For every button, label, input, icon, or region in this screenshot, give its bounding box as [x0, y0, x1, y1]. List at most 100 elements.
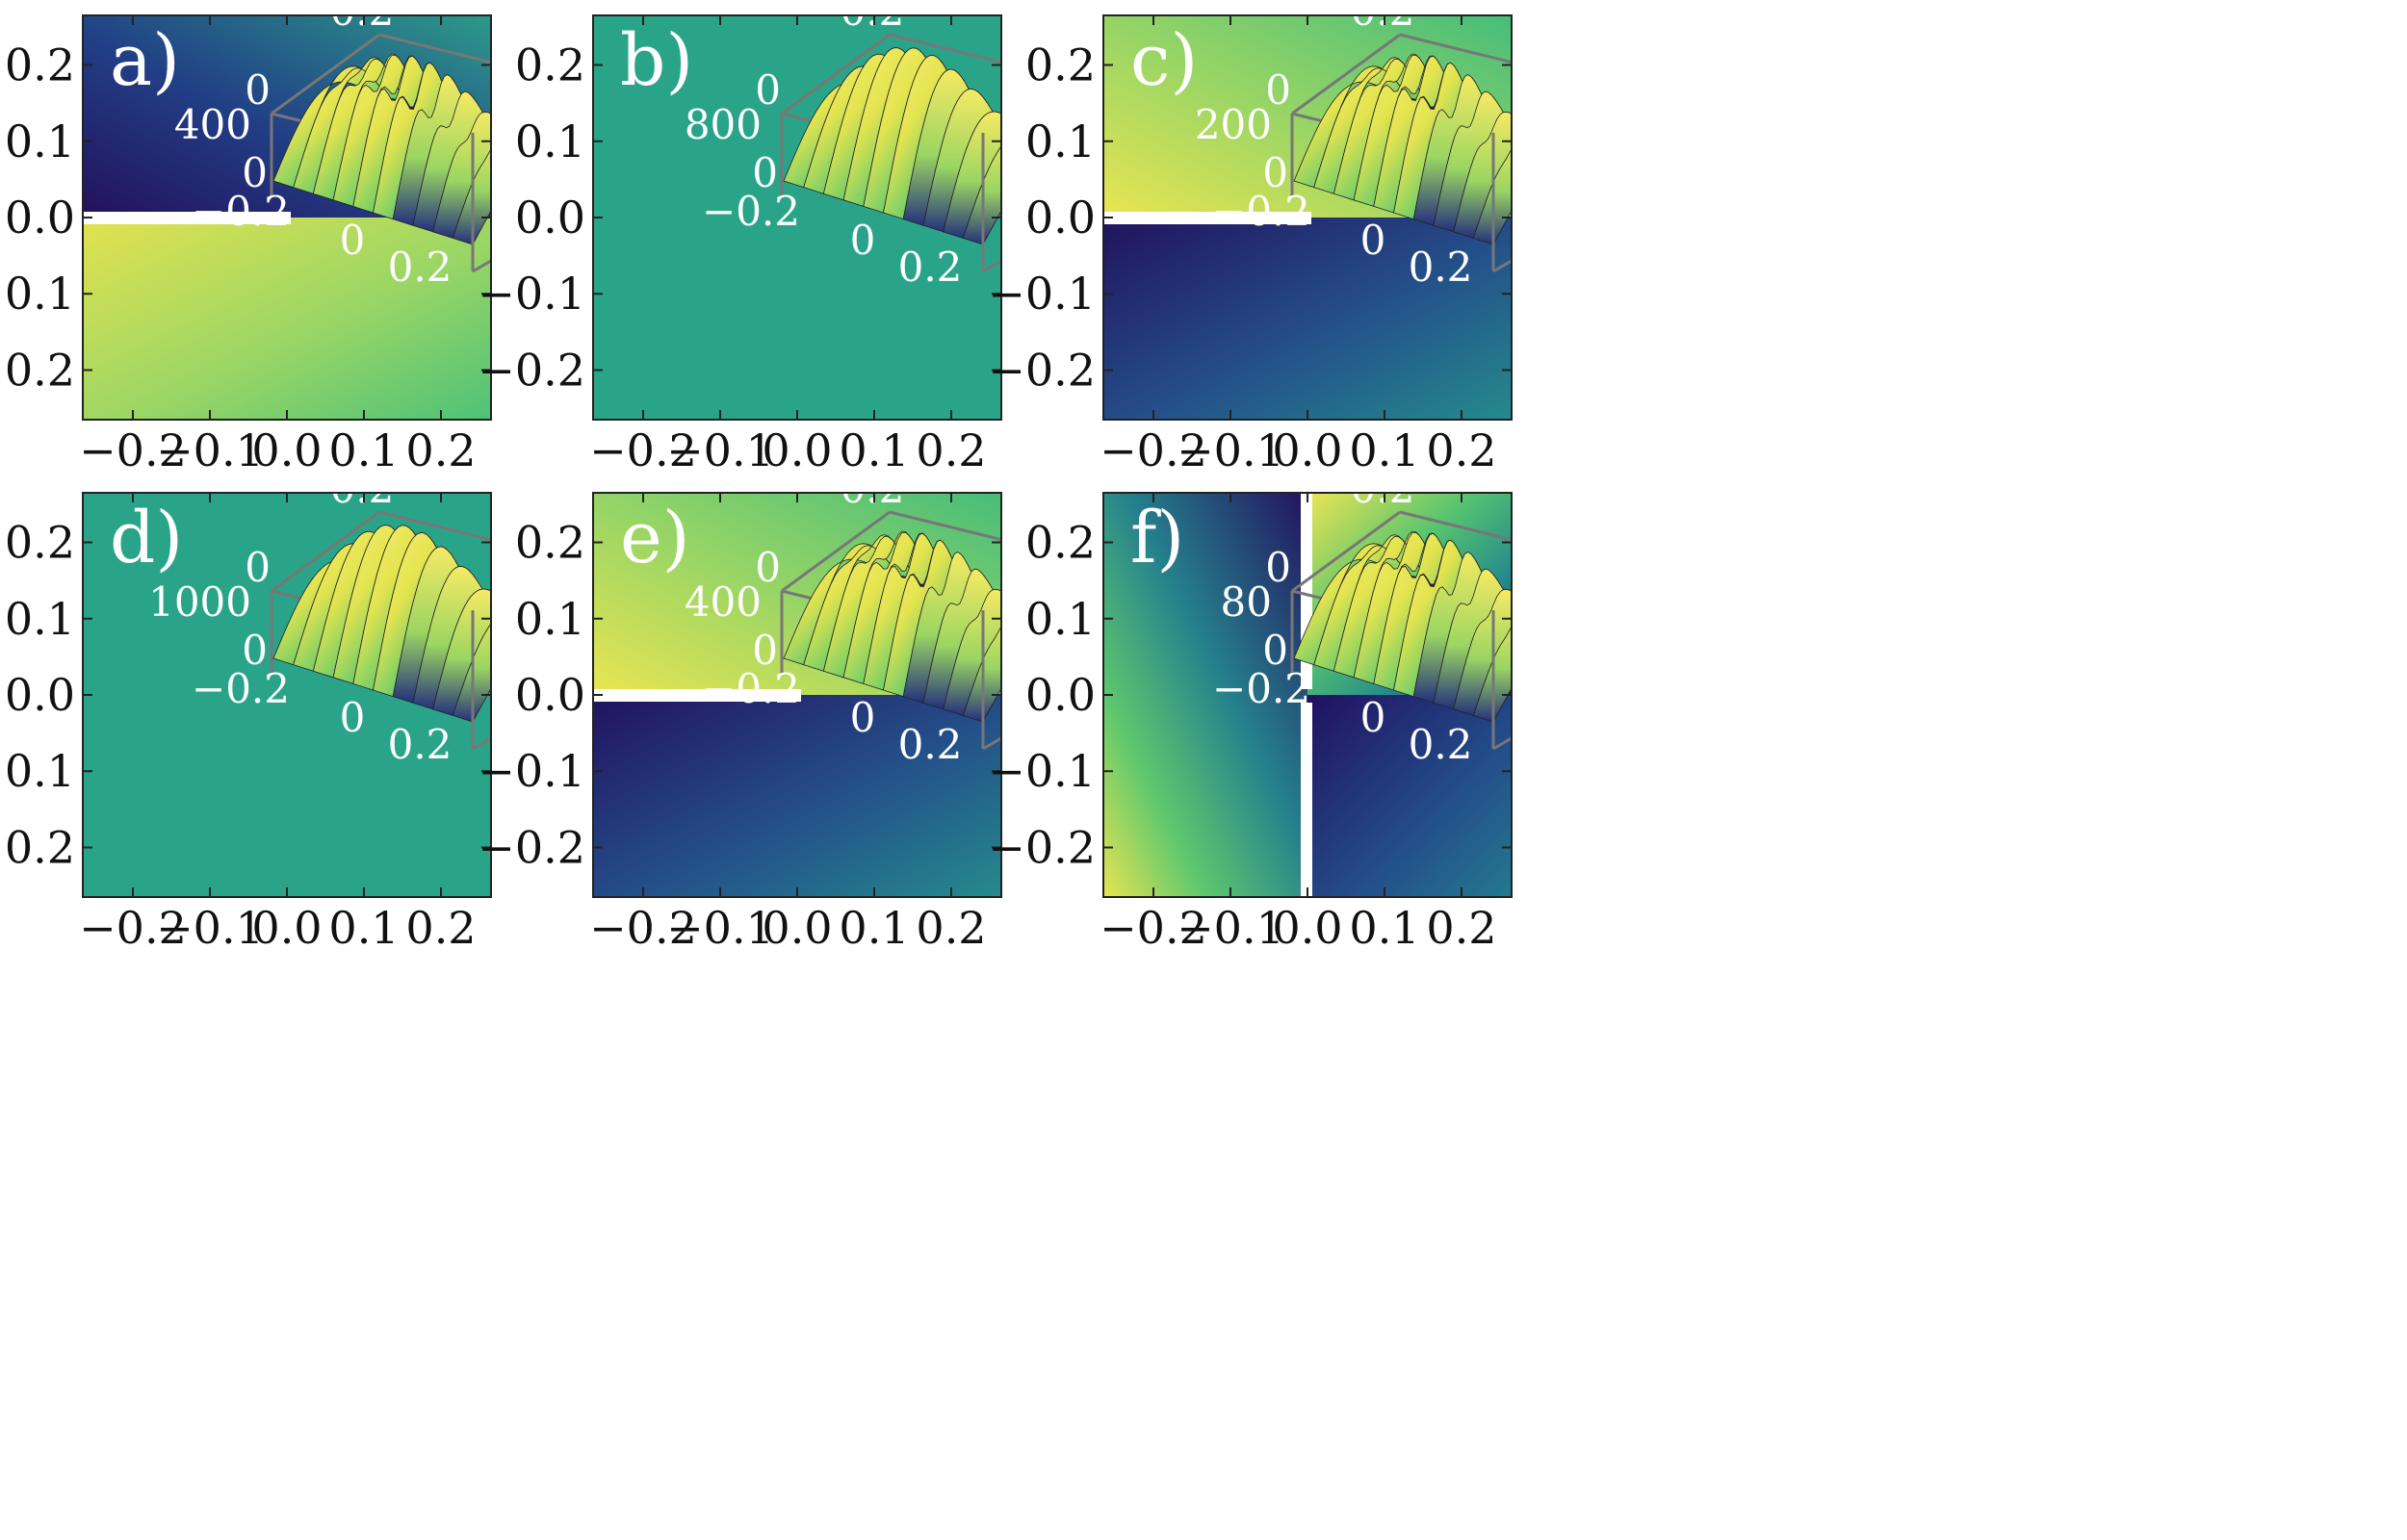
inset-box-edge — [1291, 33, 1401, 116]
inset-axis-tick: −0.2 — [1212, 188, 1310, 235]
inset-z-tick: 400 — [174, 101, 251, 148]
inset-z-tick: 0 — [755, 544, 781, 591]
x-tick-label: 0.0 — [762, 424, 832, 476]
inset-z-tick: 0 — [1262, 627, 1288, 674]
panel-label: e) — [620, 497, 690, 579]
x-tick-label: 0.0 — [251, 424, 322, 476]
x-tick-label: 0.2 — [405, 424, 476, 476]
inset-z-tick: 0 — [752, 627, 778, 674]
inset-axis-tick: 0 — [1360, 217, 1386, 264]
inset-axis-tick: 0.2 — [1409, 721, 1473, 768]
inset-axis-tick: 0 — [850, 217, 876, 264]
inset-axis-tick: 0.2 — [841, 465, 905, 512]
y-tick-label: −0.2 — [478, 821, 585, 873]
y-tick-label: −0.1 — [478, 745, 585, 797]
x-tick-label: 0.1 — [328, 424, 399, 476]
inset-box-edge — [1399, 33, 1512, 64]
y-tick-label: 0.2 — [515, 39, 585, 91]
x-tick-label: −0.1 — [1177, 902, 1284, 954]
y-tick-label: −0.1 — [478, 268, 585, 320]
inset-z-tick: 1000 — [148, 578, 251, 626]
x-tick-label: 0.2 — [405, 902, 476, 954]
heatmap-left — [1103, 493, 1307, 897]
inset-box-edge — [378, 510, 491, 542]
branch-cut-lower — [1301, 703, 1312, 897]
y-tick-label: 0.2 — [1025, 39, 1096, 91]
y-tick-label: 0.0 — [515, 192, 585, 244]
x-tick-label: 0.2 — [1426, 424, 1496, 476]
heatmap-right-lower — [1307, 695, 1512, 897]
inset-box-edge — [1492, 736, 1512, 751]
y-tick-label: −0.2 — [988, 344, 1096, 396]
inset-box-edge — [889, 510, 1001, 542]
y-tick-label: 0.2 — [1025, 517, 1096, 569]
inset-z-tick: 80 — [1221, 578, 1272, 626]
inset-z-tick: 0 — [1265, 66, 1291, 114]
y-tick-label: 0.1 — [515, 116, 585, 167]
inset-box-edge — [781, 33, 891, 116]
inset-z-tick: 0 — [245, 66, 271, 114]
y-tick-label: 0.1 — [5, 593, 75, 645]
inset-box-edge — [472, 736, 491, 751]
y-tick-label: 0.2 — [5, 39, 75, 91]
x-tick-label: 0.1 — [328, 902, 399, 954]
x-tick-label: 0.1 — [1349, 902, 1419, 954]
branch-cut — [1103, 212, 1311, 224]
inset-axis-tick: 0.2 — [1409, 244, 1473, 291]
y-tick-label: −0.2 — [0, 821, 75, 873]
y-tick-label: 0.1 — [1025, 116, 1096, 167]
inset-z-tick: 0 — [1265, 544, 1291, 591]
inset-z-tick: 0 — [1262, 149, 1288, 196]
inset-axis-tick: 0.2 — [330, 0, 395, 35]
x-tick-label: −0.2 — [79, 424, 187, 476]
inset-box-edge — [781, 510, 891, 593]
x-tick-label: −0.1 — [666, 902, 774, 954]
x-tick-label: −0.1 — [156, 424, 264, 476]
x-tick-label: 0.0 — [251, 902, 322, 954]
inset-z-tick: 800 — [685, 101, 762, 148]
x-tick-label: 0.1 — [839, 902, 909, 954]
inset-box-edge — [472, 259, 491, 273]
y-tick-label: 0.1 — [5, 116, 75, 167]
inset-box-edge — [271, 510, 380, 593]
x-tick-label: 0.2 — [916, 902, 986, 954]
x-tick-label: −0.1 — [666, 424, 774, 476]
heatmap-lower — [593, 695, 1001, 897]
inset-axis-tick: 0 — [1360, 694, 1386, 741]
inset-axis-tick: 0.2 — [898, 721, 963, 768]
inset-box-edge — [1291, 510, 1401, 593]
x-tick-label: 0.2 — [1426, 902, 1496, 954]
x-tick-label: −0.2 — [589, 424, 697, 476]
inset-axis-tick: −0.2 — [702, 665, 800, 712]
x-tick-label: 0.0 — [762, 902, 832, 954]
y-tick-label: −0.2 — [988, 821, 1096, 873]
inset-axis-tick: 0 — [340, 217, 366, 264]
y-tick-label: −0.1 — [988, 745, 1096, 797]
panel-label: a) — [110, 19, 180, 102]
x-tick-label: 0.0 — [1272, 424, 1342, 476]
x-tick-label: 0.2 — [916, 424, 986, 476]
inset-axis-tick: −0.2 — [192, 665, 290, 712]
y-tick-label: 0.0 — [5, 669, 75, 721]
inset-z-tick: 400 — [685, 578, 762, 626]
x-tick-label: 0.1 — [1349, 424, 1419, 476]
y-tick-label: −0.1 — [0, 268, 75, 320]
panel-label: b) — [620, 19, 693, 102]
inset-axis-tick: 0.2 — [1351, 465, 1415, 512]
inset-box-edge — [1492, 259, 1512, 273]
branch-cut — [83, 212, 291, 224]
